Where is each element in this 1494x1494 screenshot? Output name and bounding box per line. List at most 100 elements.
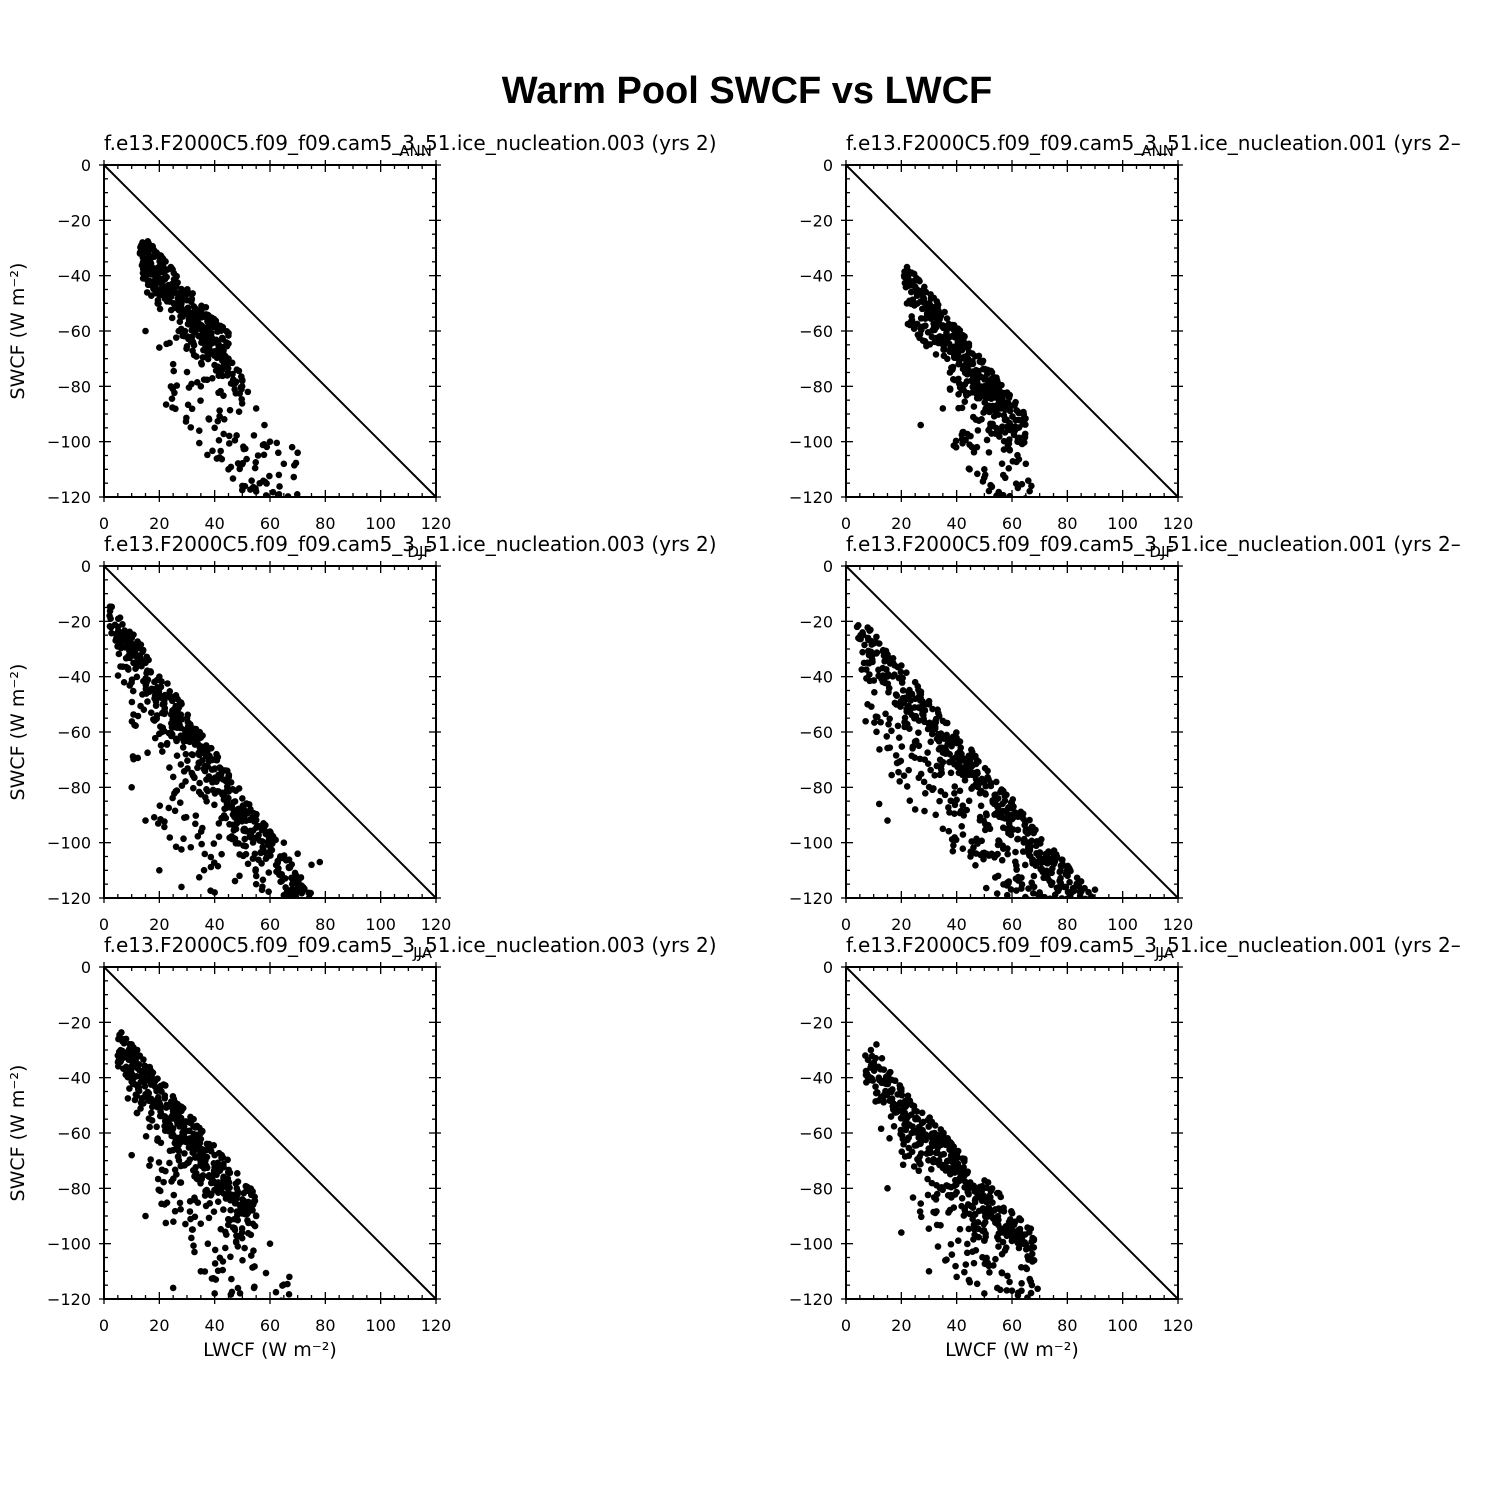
scatter-point [128, 1063, 136, 1070]
scatter-point [204, 451, 211, 459]
scatter-point [969, 389, 976, 396]
scatter-point [210, 1208, 218, 1215]
scatter-point [958, 435, 966, 443]
scatter-point [160, 1081, 167, 1088]
scatter-point [972, 862, 979, 869]
scatter-point [1000, 881, 1007, 888]
scatter-point [156, 1085, 163, 1093]
scatter-point [873, 650, 880, 657]
scatter-point [168, 1178, 175, 1185]
scatter-point [1027, 1289, 1035, 1297]
scatter-point [258, 860, 265, 867]
scatter-point [128, 645, 135, 653]
scatter-point [183, 1118, 191, 1126]
scatter-point [178, 300, 185, 307]
scatter-point [122, 1035, 130, 1043]
scatter-point [225, 466, 232, 473]
scatter-point [922, 315, 929, 322]
scatter-point [233, 1232, 240, 1239]
scatter-point [197, 322, 205, 329]
scatter-point [262, 1269, 270, 1277]
scatter-point [966, 466, 973, 473]
scatter-point [211, 338, 218, 346]
scatter-point [882, 1087, 889, 1095]
scatter-point [155, 1159, 163, 1166]
scatter-point [192, 812, 200, 819]
x-tick-label: 100 [365, 1316, 396, 1335]
scatter-point [936, 1135, 943, 1143]
scatter-point [881, 657, 888, 665]
scatter-point [1012, 498, 1019, 505]
scatter-point [924, 1191, 932, 1199]
scatter-point [209, 447, 216, 455]
scatter-point [159, 709, 166, 717]
scatter-point [911, 277, 918, 285]
scatter-point [972, 1247, 980, 1254]
scatter-point [897, 668, 905, 676]
scatter-point [993, 890, 1001, 897]
scatter-point [128, 679, 135, 686]
scatter-point [280, 460, 288, 468]
scatter-point [1028, 879, 1036, 887]
scatter-point [191, 1248, 198, 1256]
scatter-point [930, 1194, 938, 1201]
scatter-point [1008, 1223, 1016, 1231]
scatter-point [949, 323, 956, 331]
scatter-point [142, 1133, 150, 1140]
scatter-point [250, 900, 257, 907]
scatter-point [1005, 440, 1013, 447]
scatter-point [948, 1251, 956, 1258]
scatter-point [280, 839, 288, 846]
scatter-point [143, 1077, 151, 1084]
season-label: DJF [1149, 543, 1174, 561]
y-tick-label: −20 [799, 612, 833, 631]
y-tick-label: −40 [57, 1069, 91, 1088]
scatter-point [1063, 895, 1071, 898]
scatter-point [1010, 803, 1017, 810]
x-tick-label: 20 [891, 915, 911, 934]
scatter-point [176, 318, 184, 326]
scatter-point [899, 1113, 907, 1120]
scatter-point [239, 1204, 246, 1211]
scatter-point [889, 673, 897, 680]
scatter-point [195, 788, 203, 796]
panel-title: f.e13.F2000C5.f09_f09.cam5_3_51.ice_nucl… [846, 933, 1461, 957]
scatter-point [921, 707, 929, 714]
scatter-point [197, 397, 204, 404]
scatter-point [992, 1255, 999, 1263]
scatter-point [292, 871, 300, 879]
scatter-point [913, 1114, 920, 1122]
scatter-point [951, 801, 959, 809]
scatter-point [269, 488, 277, 496]
scatter-point [946, 809, 953, 816]
scatter-point [150, 266, 158, 274]
scatter-point [933, 334, 940, 342]
scatter-point [194, 1199, 202, 1207]
scatter-point [220, 415, 228, 423]
scatter-point [215, 788, 222, 795]
scatter-point [283, 899, 290, 906]
scatter-point [985, 449, 993, 456]
scatter-point [191, 1194, 198, 1201]
scatter-point [265, 869, 273, 876]
scatter-point [908, 752, 916, 760]
scatter-point [1034, 1285, 1041, 1293]
scatter-point [898, 743, 906, 750]
scatter-point [1076, 892, 1084, 898]
scatter-point [240, 827, 248, 834]
scatter-point [928, 1179, 936, 1187]
scatter-point [917, 1200, 925, 1207]
scatter-point [925, 305, 933, 313]
scatter-point [964, 1240, 971, 1248]
scatter-point [206, 1200, 214, 1207]
scatter-point [881, 679, 889, 687]
scatter-point [961, 776, 969, 784]
scatter-point [132, 1081, 140, 1089]
scatter-point [883, 733, 891, 740]
scatter-point [973, 782, 981, 790]
scatter-point [202, 751, 210, 758]
scatter-point [984, 1179, 992, 1186]
scatter-point [969, 383, 977, 391]
scatter-point [946, 385, 954, 392]
